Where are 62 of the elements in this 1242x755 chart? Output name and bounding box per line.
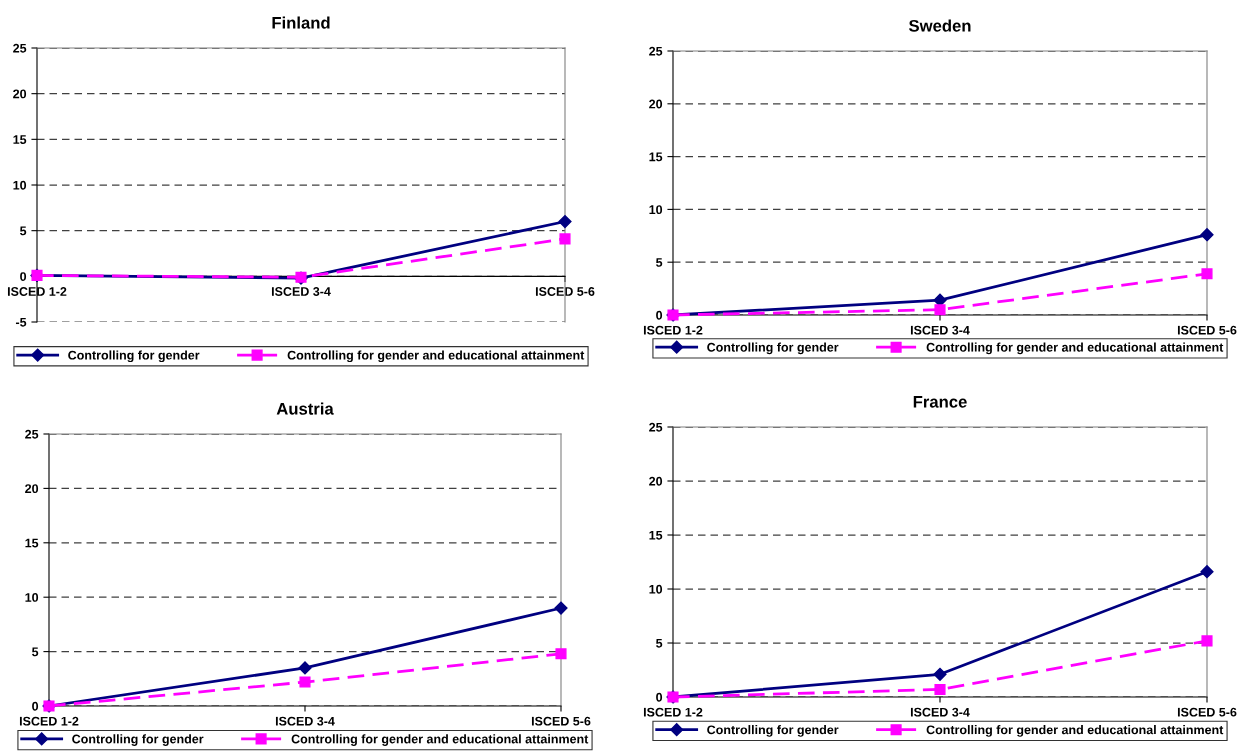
point <box>1201 635 1213 647</box>
y-tick-label: 25 <box>13 43 27 53</box>
y-tick-label: 10 <box>649 584 663 594</box>
legend-label: Controlling for gender and educational attainment <box>926 342 1224 355</box>
point <box>555 648 567 660</box>
point <box>554 601 568 615</box>
y-tick-label: 25 <box>649 422 663 432</box>
chart-title: Sweden <box>908 19 971 32</box>
y-tick-label: -5 <box>15 317 27 327</box>
y-tick-label: 10 <box>25 593 39 602</box>
x-tick-label: ISCED 5-6 <box>1177 325 1237 335</box>
x-tick-label: ISCED 5-6 <box>1177 707 1237 717</box>
y-tick-label: 25 <box>25 429 39 439</box>
x-tick-label: ISCED 1-2 <box>19 716 79 726</box>
y-tick-label: 5 <box>656 258 663 267</box>
legend-label: Controlling for gender <box>707 725 839 737</box>
x-tick-label: ISCED 1-2 <box>643 325 703 335</box>
y-tick-label: 0 <box>32 701 39 711</box>
y-tick-label: 15 <box>25 538 39 548</box>
point <box>298 661 312 675</box>
legend-label: Controlling for gender <box>72 734 204 746</box>
y-tick-label: 25 <box>649 46 663 56</box>
legend-label: Controlling for gender <box>707 342 839 355</box>
point <box>559 233 571 245</box>
y-tick-label: 20 <box>25 484 39 494</box>
x-tick-label: ISCED 3-4 <box>271 287 331 296</box>
point <box>934 683 946 695</box>
point <box>933 667 947 681</box>
legend-label: Controlling for gender and educational attainment <box>926 725 1224 737</box>
y-tick-label: 15 <box>13 135 27 144</box>
x-tick-label: ISCED 5-6 <box>535 287 595 296</box>
point <box>558 214 572 229</box>
x-tick-label: ISCED 3-4 <box>275 716 335 726</box>
y-tick-label: 5 <box>32 647 39 657</box>
x-tick-label: ISCED 1-2 <box>643 707 703 717</box>
y-tick-label: 20 <box>649 476 663 486</box>
y-tick-label: 20 <box>649 99 663 109</box>
point <box>1201 268 1213 280</box>
legend-label: Controlling for gender and educational attainment <box>291 734 589 746</box>
y-tick-label: 0 <box>656 692 663 702</box>
legend-label: Controlling for gender and educational attainment <box>287 350 585 363</box>
x-tick-label: ISCED 5-6 <box>531 716 591 726</box>
y-tick-label: 20 <box>13 89 27 99</box>
point <box>1200 565 1214 579</box>
point <box>299 676 311 688</box>
y-tick-label: 5 <box>20 226 27 236</box>
y-tick-label: 0 <box>20 272 27 281</box>
y-tick-label: 15 <box>649 152 663 162</box>
chart-title: Finland <box>272 16 330 29</box>
x-tick-label: ISCED 3-4 <box>910 707 970 717</box>
point <box>933 293 947 307</box>
chart-title: France <box>913 396 967 408</box>
chart-title: Austria <box>276 402 334 415</box>
y-tick-label: 10 <box>649 205 663 215</box>
point <box>934 304 946 316</box>
y-tick-label: 15 <box>649 530 663 540</box>
y-tick-label: 5 <box>656 638 663 648</box>
legend-label: Controlling for gender <box>68 350 200 363</box>
y-tick-label: 10 <box>13 180 27 190</box>
point <box>1200 228 1214 242</box>
y-tick-label: 0 <box>656 310 663 320</box>
x-tick-label: ISCED 3-4 <box>910 325 970 335</box>
